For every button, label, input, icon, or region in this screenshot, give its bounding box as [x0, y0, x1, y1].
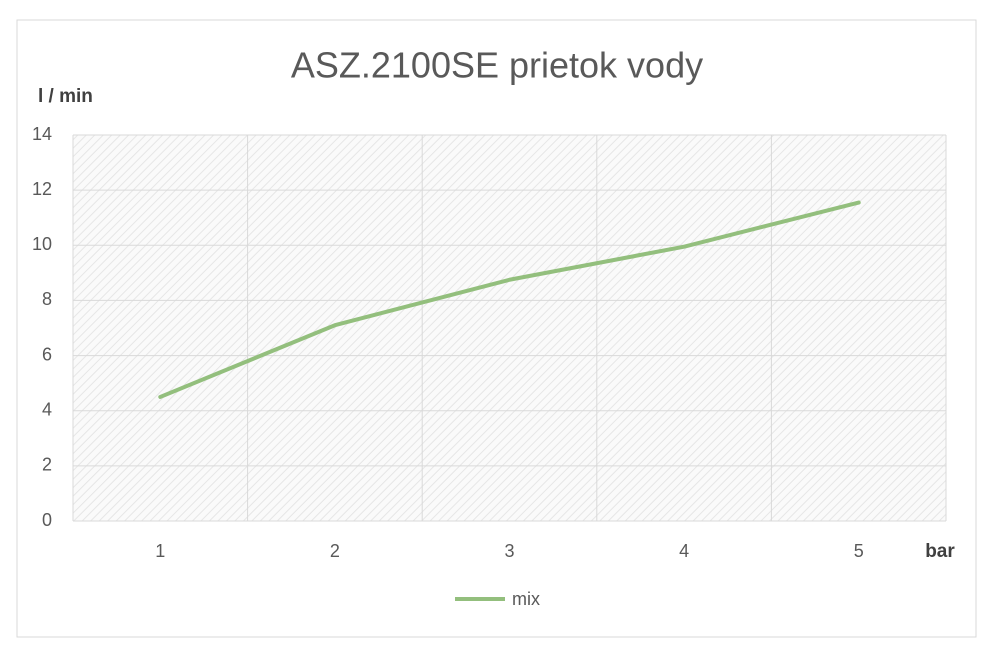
y-tick-label: 10	[32, 234, 52, 254]
y-tick-label: 4	[42, 399, 52, 419]
chart-title: ASZ.2100SE prietok vody	[291, 45, 703, 86]
x-tick-label: 2	[330, 541, 340, 561]
y-tick-label: 12	[32, 179, 52, 199]
x-tick-label: 5	[854, 541, 864, 561]
y-tick-label: 14	[32, 124, 52, 144]
y-tick-label: 0	[42, 510, 52, 530]
line-series	[158, 200, 861, 399]
x-tick-label: 3	[504, 541, 514, 561]
x-tick-label: 1	[155, 541, 165, 561]
x-tick-label: 4	[679, 541, 689, 561]
plot-area	[73, 135, 946, 521]
y-axis-label: l / min	[38, 86, 93, 107]
legend-label: mix	[512, 589, 540, 609]
y-tick-label: 6	[42, 344, 52, 364]
y-tick-label: 8	[42, 289, 52, 309]
y-tick-label: 2	[42, 455, 52, 475]
x-axis-label: bar	[925, 541, 955, 562]
